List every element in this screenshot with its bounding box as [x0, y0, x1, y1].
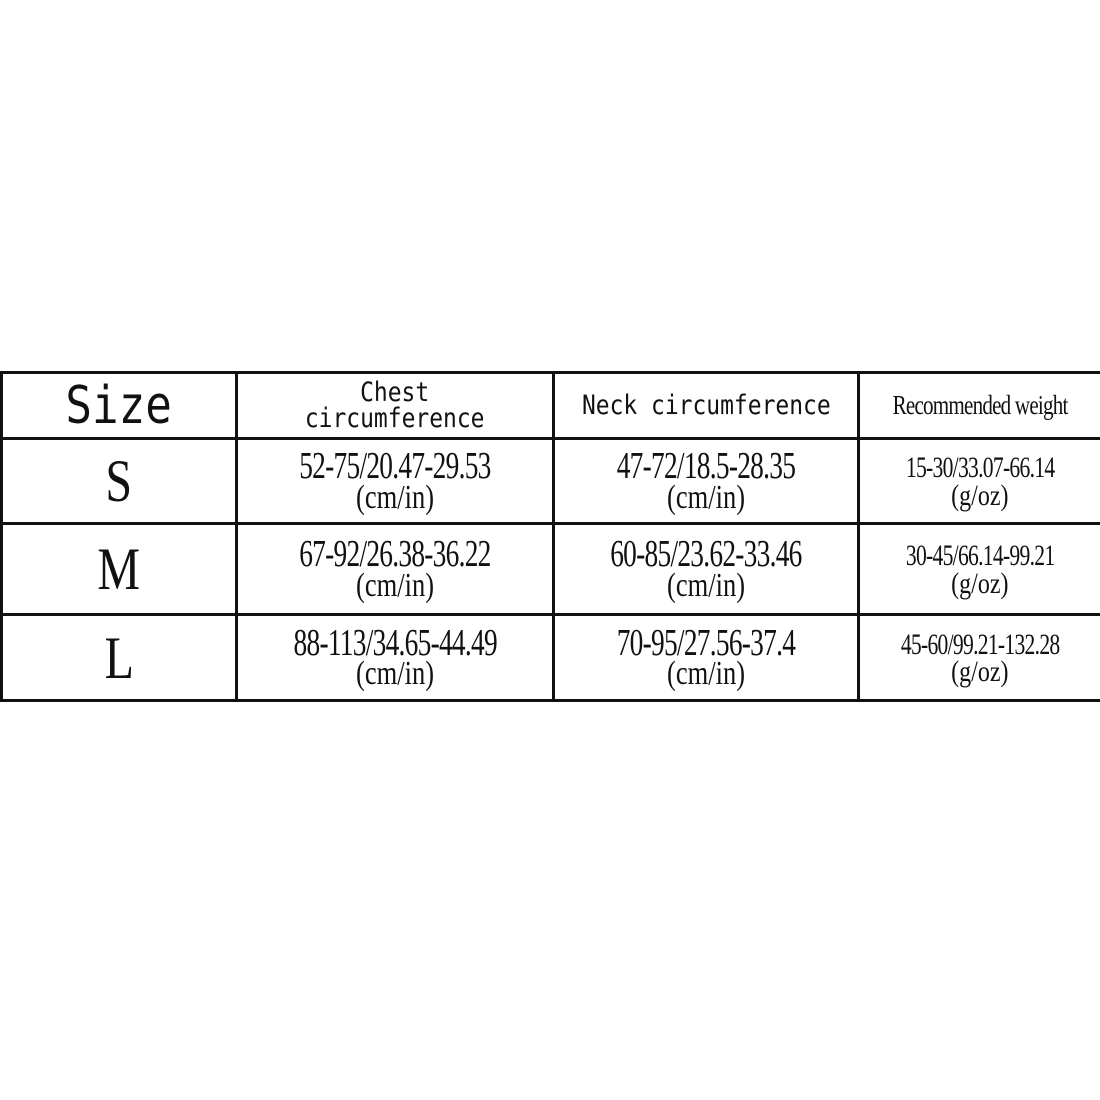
- header-size: Size: [0, 371, 238, 440]
- header-weight: Recommended weight: [857, 371, 1100, 440]
- weight-cell: 45-60/99.21-132.28 (g/oz): [857, 613, 1100, 702]
- size-label: L: [104, 624, 134, 691]
- header-weight-label: Recommended weight: [892, 390, 1069, 420]
- weight-value: 45-60/99.21-132.28: [900, 627, 1060, 661]
- chest-value: 52-75/20.47-29.53: [299, 445, 491, 488]
- weight-value: 15-30/33.07-66.14: [905, 451, 1055, 484]
- weight-value: 30-45/66.14-99.21: [905, 539, 1055, 572]
- chest-cell: 88-113/34.65-44.49 (cm/in): [235, 613, 555, 702]
- header-neck: Neck circumference: [552, 371, 860, 440]
- header-neck-label: Neck circumference: [581, 389, 831, 421]
- chest-value: 88-113/34.65-44.49: [293, 621, 497, 664]
- neck-value: 60-85/23.62-33.46: [610, 533, 802, 576]
- neck-unit: (cm/in): [666, 655, 746, 693]
- chest-unit: (cm/in): [355, 478, 435, 516]
- neck-cell: 60-85/23.62-33.46 (cm/in): [552, 522, 860, 616]
- neck-cell: 70-95/27.56-37.4 (cm/in): [552, 613, 860, 702]
- neck-value: 47-72/18.5-28.35: [616, 445, 796, 488]
- weight-unit: (g/oz): [951, 478, 1009, 512]
- size-cell: M: [0, 522, 238, 616]
- size-cell: S: [0, 437, 238, 525]
- chest-unit: (cm/in): [355, 655, 435, 693]
- header-size-label: Size: [65, 375, 173, 436]
- weight-cell: 15-30/33.07-66.14 (g/oz): [857, 437, 1100, 525]
- header-chest: Chest circumference: [235, 371, 555, 440]
- neck-cell: 47-72/18.5-28.35 (cm/in): [552, 437, 860, 525]
- size-cell: L: [0, 613, 238, 702]
- size-chart-table: Size Chest circumference Neck circumfere…: [0, 371, 1100, 702]
- size-label: M: [97, 536, 141, 602]
- chest-cell: 52-75/20.47-29.53 (cm/in): [235, 437, 555, 525]
- neck-unit: (cm/in): [666, 478, 746, 516]
- chest-value: 67-92/26.38-36.22: [299, 533, 491, 576]
- neck-value: 70-95/27.56-37.4: [616, 621, 796, 664]
- weight-unit: (g/oz): [951, 566, 1009, 600]
- size-label: S: [105, 448, 133, 514]
- weight-unit: (g/oz): [951, 655, 1009, 688]
- weight-cell: 30-45/66.14-99.21 (g/oz): [857, 522, 1100, 616]
- header-chest-line2: circumference: [305, 402, 485, 434]
- chest-cell: 67-92/26.38-36.22 (cm/in): [235, 522, 555, 616]
- chest-unit: (cm/in): [355, 566, 435, 604]
- header-chest-line1: Chest: [360, 376, 430, 408]
- neck-unit: (cm/in): [666, 566, 746, 604]
